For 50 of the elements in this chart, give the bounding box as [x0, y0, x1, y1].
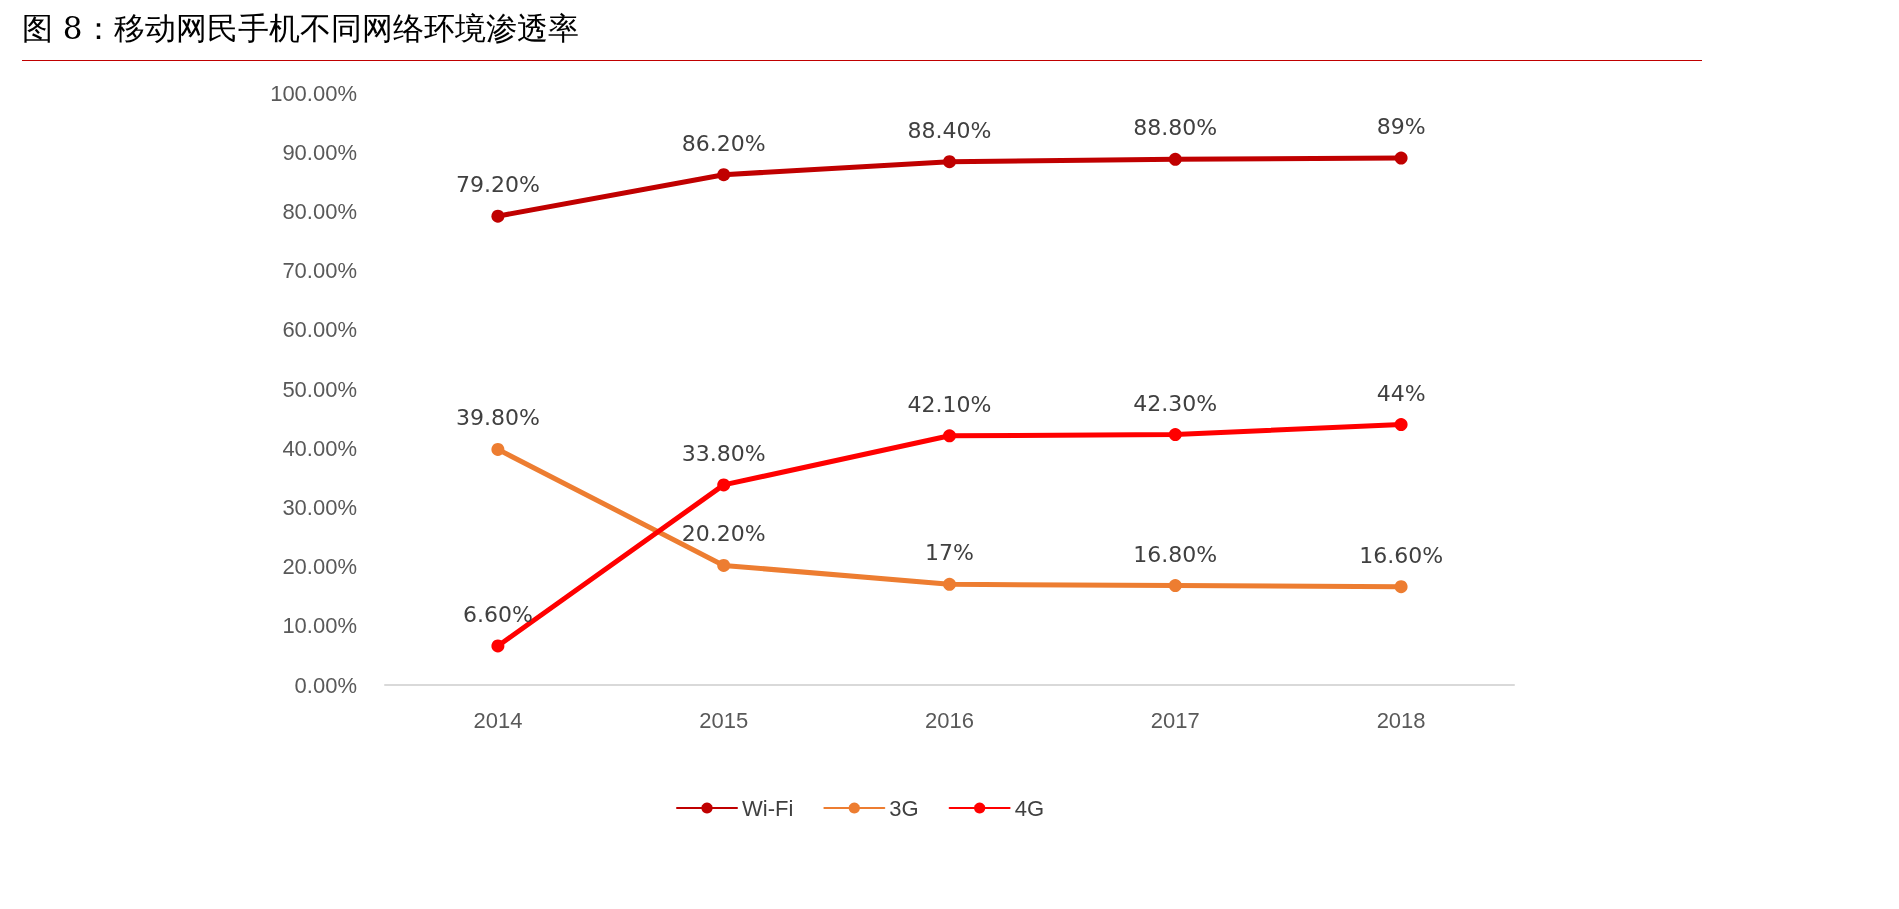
point — [1394, 580, 1408, 594]
point — [717, 168, 731, 182]
y-tick-label: 50.00% — [282, 376, 357, 402]
point — [717, 478, 731, 492]
y-tick-label: 90.00% — [282, 139, 357, 165]
data-label: 33.80% — [681, 440, 766, 466]
data-label: 42.10% — [907, 391, 992, 417]
data-label: 88.40% — [907, 117, 992, 143]
chart-title: 图 8：移动网民手机不同网络环境渗透率 — [22, 8, 1702, 61]
data-label: 20.20% — [681, 521, 766, 547]
point — [491, 209, 505, 223]
y-tick-label: 40.00% — [282, 435, 357, 461]
y-tick-label: 10.00% — [282, 613, 357, 639]
point — [491, 639, 505, 653]
legend-label: 4G — [1014, 795, 1045, 821]
data-label: 16.60% — [1359, 542, 1444, 568]
data-label: 86.20% — [681, 130, 766, 156]
data-label: 6.60% — [462, 601, 533, 627]
data-label: 89% — [1376, 114, 1426, 140]
legend-label: 3G — [889, 795, 919, 821]
point — [943, 155, 956, 169]
point — [491, 442, 505, 456]
y-tick-label: 20.00% — [282, 554, 357, 580]
point — [943, 429, 956, 443]
y-tick-label: 60.00% — [282, 317, 357, 343]
y-tick-label: 70.00% — [282, 258, 357, 284]
x-tick-label: 2017 — [1150, 707, 1200, 733]
x-tick-label: 2016 — [925, 707, 974, 733]
data-label: 44% — [1376, 380, 1426, 406]
x-tick-label: 2014 — [473, 707, 523, 733]
x-tick-label: 2018 — [1376, 707, 1426, 733]
point — [1394, 151, 1408, 165]
point — [1394, 418, 1408, 432]
point — [1168, 579, 1182, 593]
data-label: 16.80% — [1133, 541, 1218, 567]
point — [1168, 152, 1182, 166]
data-label: 17% — [925, 540, 974, 566]
point — [943, 577, 956, 591]
point — [1168, 428, 1182, 442]
y-tick-label: 100.00% — [270, 80, 357, 106]
y-tick-label: 80.00% — [282, 198, 357, 224]
x-tick-label: 2015 — [699, 707, 749, 733]
data-label: 88.80% — [1133, 115, 1218, 141]
y-tick-label: 0.00% — [294, 672, 357, 698]
data-label: 39.80% — [455, 405, 540, 431]
point — [717, 558, 731, 572]
y-tick-label: 30.00% — [282, 494, 357, 520]
legend-label: Wi-Fi — [742, 795, 794, 821]
data-label: 42.30% — [1133, 390, 1218, 416]
data-label: 79.20% — [455, 172, 540, 198]
